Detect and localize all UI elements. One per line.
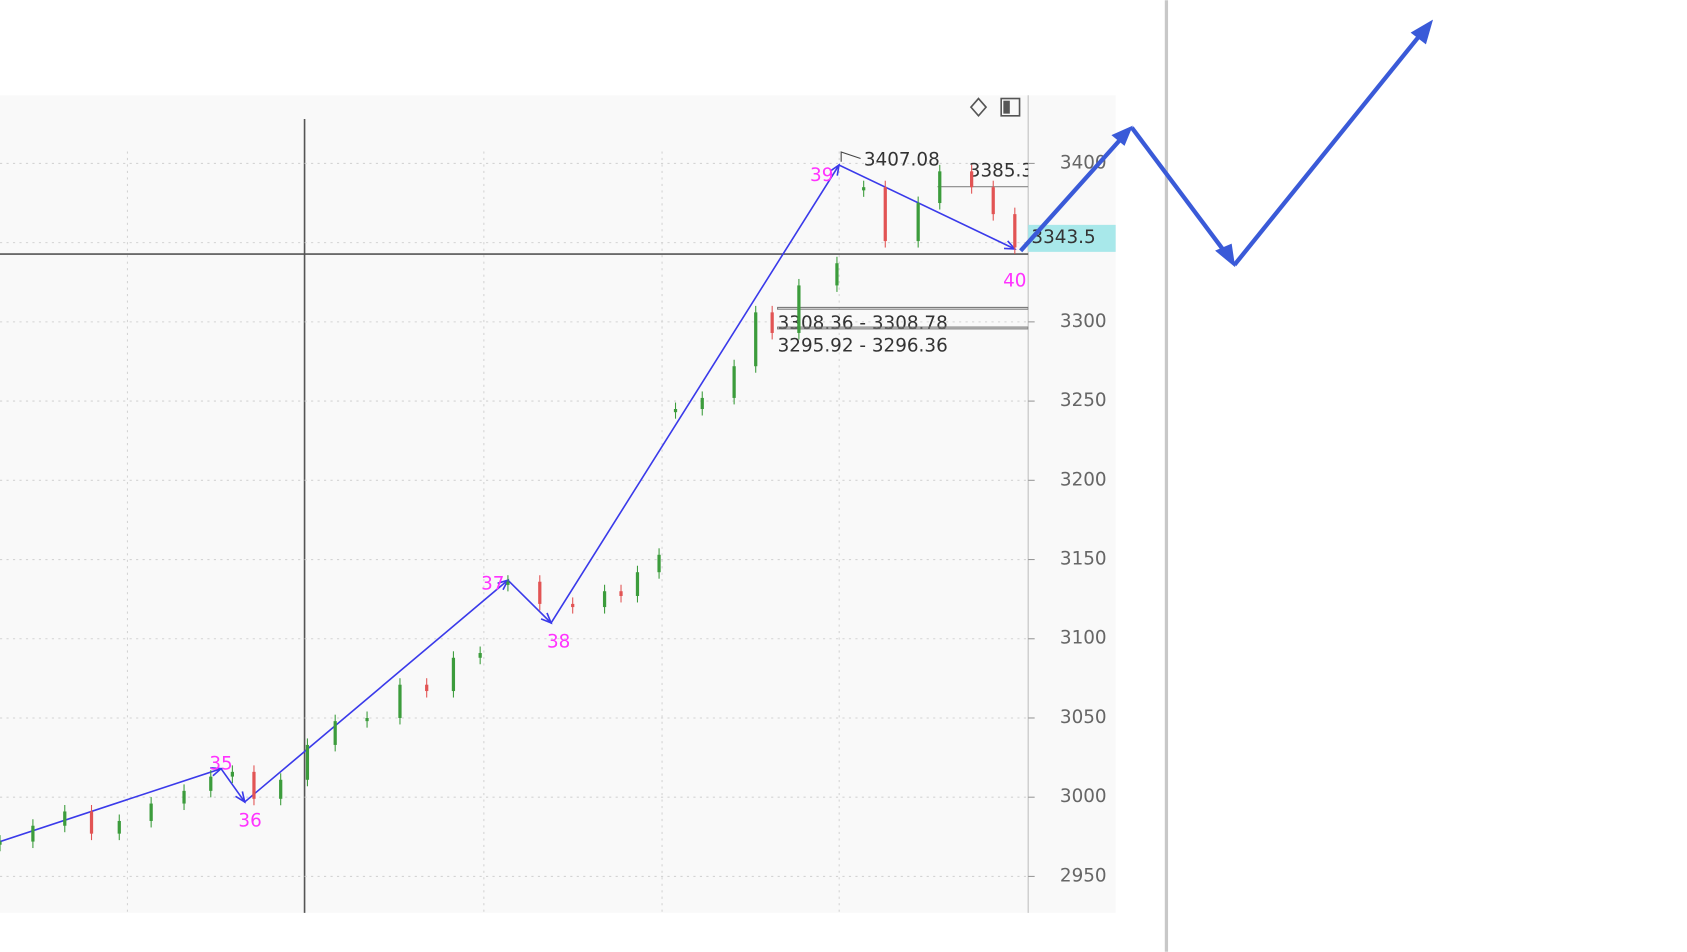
y-tick-label: 3150 [1060,549,1107,570]
candle [230,771,234,777]
level-label: 3385.3 [969,161,1033,182]
price-tag-label: 3343.5 [1031,227,1095,248]
wave-label: 35 [209,753,232,774]
candle [916,203,920,242]
arrow-head [1215,243,1236,268]
candle [89,811,94,834]
candle [673,409,678,413]
toolbar[interactable] [969,97,1021,118]
candle [862,187,866,191]
y-tick-label: 3050 [1060,707,1107,728]
candle [333,721,337,745]
candle [149,803,153,821]
arrow-head [1111,125,1133,146]
y-tick-label: 3250 [1060,390,1107,411]
candle [398,684,402,718]
candle [279,779,283,799]
panel-tool-fill [1003,100,1010,114]
y-tick-label: 2950 [1060,865,1107,886]
candle [835,263,839,286]
y-tick-label: 3000 [1060,786,1107,807]
candle [252,771,256,799]
high-marker [840,151,861,162]
arrow-stroke [1019,134,1125,253]
candle [1013,214,1017,248]
candle [305,744,310,780]
candle [883,187,887,242]
candle [635,572,640,596]
wave-label: 39 [810,165,833,186]
candle [117,820,121,834]
wave-label: 40 [1003,270,1026,291]
candle [602,591,607,608]
candle [451,657,456,692]
candle [970,171,974,188]
price-tag [1028,224,1116,252]
candle [571,603,575,608]
diamond-tool[interactable] [969,97,988,118]
price-axis: 2950300030503100315032003250330033503400… [1028,152,1116,886]
candle [700,397,704,410]
arrow-head [829,163,841,176]
zone [777,326,1029,330]
chart-panel [0,95,1116,913]
candle [0,841,2,845]
wave-label: 37 [481,573,504,594]
arrow-stroke [1232,33,1422,267]
candle [365,717,369,722]
high-label: 3407.08 [864,150,940,171]
candle [770,312,774,333]
candle [63,811,67,826]
candle [938,171,942,204]
candle [209,776,213,791]
candle [732,366,736,398]
candle [991,187,995,215]
zone-label: 3295.92 - 3296.36 [778,336,948,357]
candle [478,653,482,658]
candle [754,312,758,367]
y-tick-label: 3300 [1060,311,1107,332]
wave-label: 38 [547,631,570,652]
panel-tool[interactable] [1000,97,1021,117]
arrow-head [210,766,224,777]
candle [797,285,801,333]
zone [777,306,1029,310]
y-tick-label: 3100 [1060,628,1107,649]
candle [538,581,542,604]
candle [31,825,35,842]
zone-label: 3308.36 - 3308.78 [778,313,948,334]
hand-drawn-arrows [1019,19,1434,268]
candle [425,684,429,692]
wave-label: 36 [238,810,261,831]
arrow-head [1410,19,1434,45]
arrow-head [540,612,553,625]
candle [657,554,661,573]
candle [619,591,623,596]
candle [506,581,510,585]
arrow-head [235,791,246,804]
candle [182,790,186,804]
arrow-stroke [1130,126,1230,258]
y-tick-label: 3200 [1060,469,1107,490]
